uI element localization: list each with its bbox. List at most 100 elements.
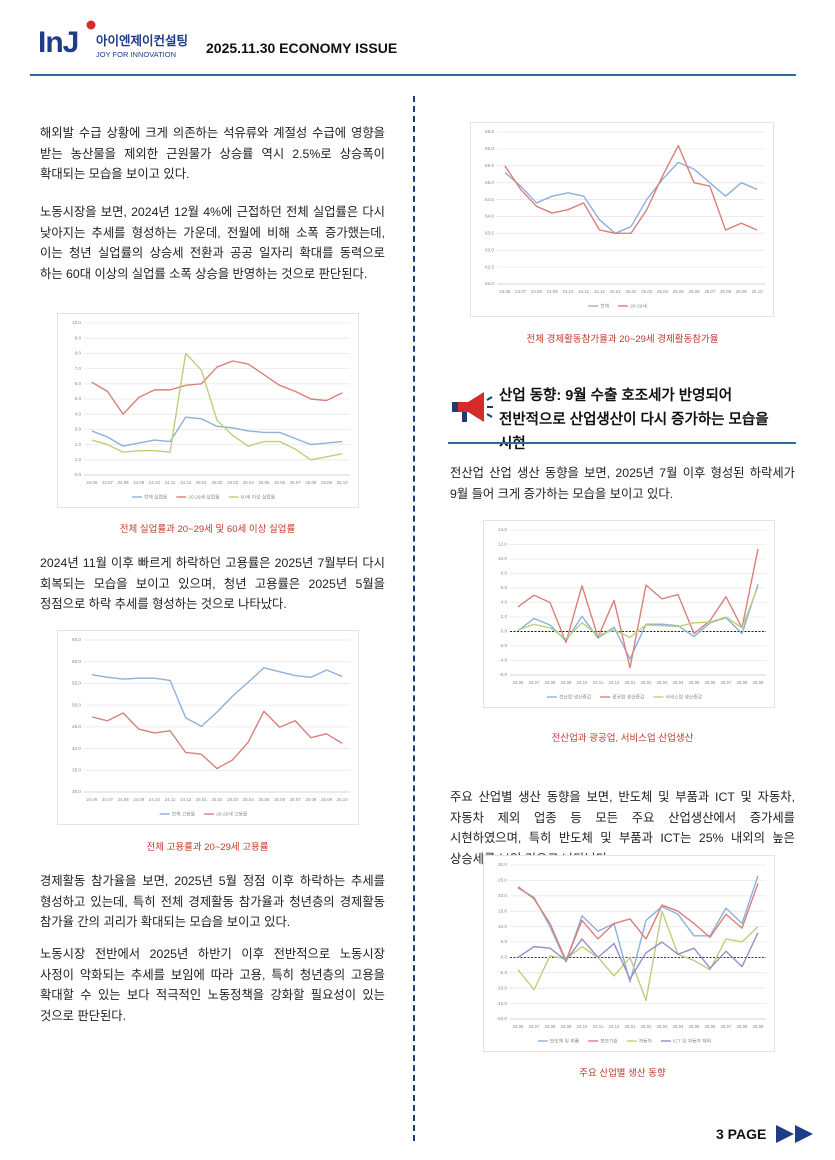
x-tick-label: 24.09: [133, 797, 145, 802]
y-tick-label: 65.0: [485, 180, 494, 185]
y-tick-label: 30.0: [498, 862, 507, 867]
y-tick-label: 66.5: [485, 129, 494, 134]
y-tick-label: 2.0: [75, 442, 82, 447]
x-tick-label: 25.07: [721, 680, 733, 685]
y-tick-label: 6.0: [75, 381, 82, 386]
data-line: [517, 883, 759, 962]
y-tick-label: 0.0: [501, 955, 508, 960]
y-tick-label: 8.0: [75, 351, 82, 356]
y-tick-label: 15.0: [498, 908, 507, 913]
chart-caption: 주요 산업별 생산 동향: [579, 1068, 666, 1079]
column-divider: [413, 96, 415, 1141]
data-line: [504, 144, 758, 235]
x-tick-label: 25.02: [641, 680, 653, 685]
paragraph: 경제활동 참가율을 보면, 2025년 5월 정점 이후 하락하는 추세를 형성…: [40, 874, 385, 929]
x-tick-label: 25.10: [752, 289, 764, 294]
legend-label: ICT 및 자동차 제외: [673, 1037, 711, 1044]
x-tick-label: 24.12: [180, 797, 192, 802]
y-tick-label: 55.0: [72, 681, 81, 686]
x-tick-label: 25.05: [258, 480, 270, 485]
y-tick-label: 65.0: [72, 637, 81, 642]
y-tick-label: 65.5: [485, 163, 494, 168]
x-tick-label: 24.09: [561, 680, 573, 685]
x-tick-label: 25.05: [689, 680, 701, 685]
x-tick-label: 25.01: [196, 480, 208, 485]
y-tick-label: 0.0: [75, 472, 82, 477]
x-tick-label: 24.06: [513, 680, 525, 685]
megaphone-icon: [452, 392, 493, 422]
y-tick-label: 6.0: [501, 585, 508, 590]
x-tick-label: 25.04: [243, 480, 255, 485]
y-tick-label: 30.0: [72, 789, 81, 794]
section-rule: [448, 442, 796, 444]
y-tick-label: 62.5: [485, 264, 494, 269]
data-line: [91, 352, 343, 461]
x-tick-label: 24.11: [165, 797, 176, 802]
logo-mark: InJ: [38, 26, 79, 59]
x-tick-label: 25.01: [610, 289, 622, 294]
x-tick-label: 25.04: [673, 680, 685, 685]
data-line: [504, 161, 758, 235]
x-tick-label: 25.06: [689, 289, 701, 294]
x-tick-label: 25.04: [657, 289, 669, 294]
legend-label: 반도체 및 부품: [550, 1037, 580, 1044]
x-tick-label: 24.10: [577, 680, 589, 685]
data-line: [517, 910, 759, 1002]
page-number: 3 PAGE: [716, 1126, 767, 1142]
issue-title: 2025.11.30 ECONOMY ISSUE: [206, 40, 398, 56]
y-tick-label: 5.0: [501, 939, 508, 944]
x-tick-label: 24.10: [149, 797, 161, 802]
legend-label: 20-29세 고용률: [216, 810, 248, 817]
x-tick-label: 24.10: [562, 289, 574, 294]
x-tick-label: 24.08: [531, 289, 543, 294]
x-tick-label: 25.04: [243, 797, 255, 802]
x-tick-label: 25.08: [305, 797, 317, 802]
x-tick-label: 25.03: [227, 797, 239, 802]
logo-icon: [86, 20, 96, 30]
x-tick-label: 25.06: [274, 797, 286, 802]
x-tick-label: 24.06: [86, 480, 98, 485]
y-tick-label: 4.0: [75, 411, 82, 416]
x-tick-label: 24.08: [545, 1024, 557, 1029]
x-tick-label: 24.11: [165, 480, 176, 485]
legend-label: 20-29세 실업률: [188, 493, 220, 500]
x-tick-label: 25.06: [274, 480, 286, 485]
y-tick-label: -15.0: [497, 1001, 508, 1006]
x-tick-label: 25.01: [625, 680, 637, 685]
legend-label: 전체 실업률: [144, 493, 168, 500]
x-tick-label: 25.02: [212, 797, 224, 802]
x-tick-label: 24.07: [102, 480, 114, 485]
x-tick-label: 24.06: [513, 1024, 525, 1029]
x-tick-label: 25.07: [721, 1024, 733, 1029]
y-tick-label: 0.0: [501, 629, 508, 634]
x-tick-label: 24.07: [529, 1024, 541, 1029]
y-tick-label: 64.0: [485, 214, 494, 219]
chart: 0.0 1.0 2.0 3.0 4.0 5.0 6.0 7.0 8.0 9.0 10.0 24.06 2…: [57, 313, 359, 508]
x-tick-label: 25.05: [258, 797, 270, 802]
y-tick-label: 9.0: [75, 335, 82, 340]
x-tick-label: 25.08: [737, 1024, 749, 1029]
x-tick-label: 25.01: [196, 797, 208, 802]
x-tick-label: 25.09: [753, 680, 765, 685]
y-tick-label: -6.0: [499, 672, 507, 677]
legend-label: 서비스업 생산증감: [665, 693, 702, 700]
y-tick-label: 1.0: [75, 457, 82, 462]
chart: 30.0 35.0 40.0 45.0 50.0 55.0 60.0 65.0 24.06 24.…: [57, 630, 359, 825]
x-tick-label: 25.09: [753, 1024, 765, 1029]
chart: -6.0 -4.0 -2.0 0.0 2.0 4.0 6.0 8.0 10.0 12.0 14.0 2…: [483, 520, 775, 708]
legend-label: 20-29세: [630, 302, 647, 309]
y-tick-label: 63.5: [485, 231, 494, 236]
y-tick-label: 2.0: [501, 614, 508, 619]
y-tick-label: 12.0: [498, 542, 507, 547]
x-tick-label: 25.03: [641, 289, 653, 294]
x-tick-label: 25.06: [705, 1024, 717, 1029]
y-tick-label: 66.0: [485, 146, 494, 151]
x-tick-label: 24.08: [118, 797, 130, 802]
y-tick-label: 64.5: [485, 197, 494, 202]
company-name: 아이엔제이컨설팅: [96, 34, 189, 48]
header-rule: [30, 74, 796, 76]
x-tick-label: 25.07: [704, 289, 716, 294]
y-tick-label: 35.0: [72, 768, 81, 773]
y-tick-label: 10.0: [498, 556, 507, 561]
